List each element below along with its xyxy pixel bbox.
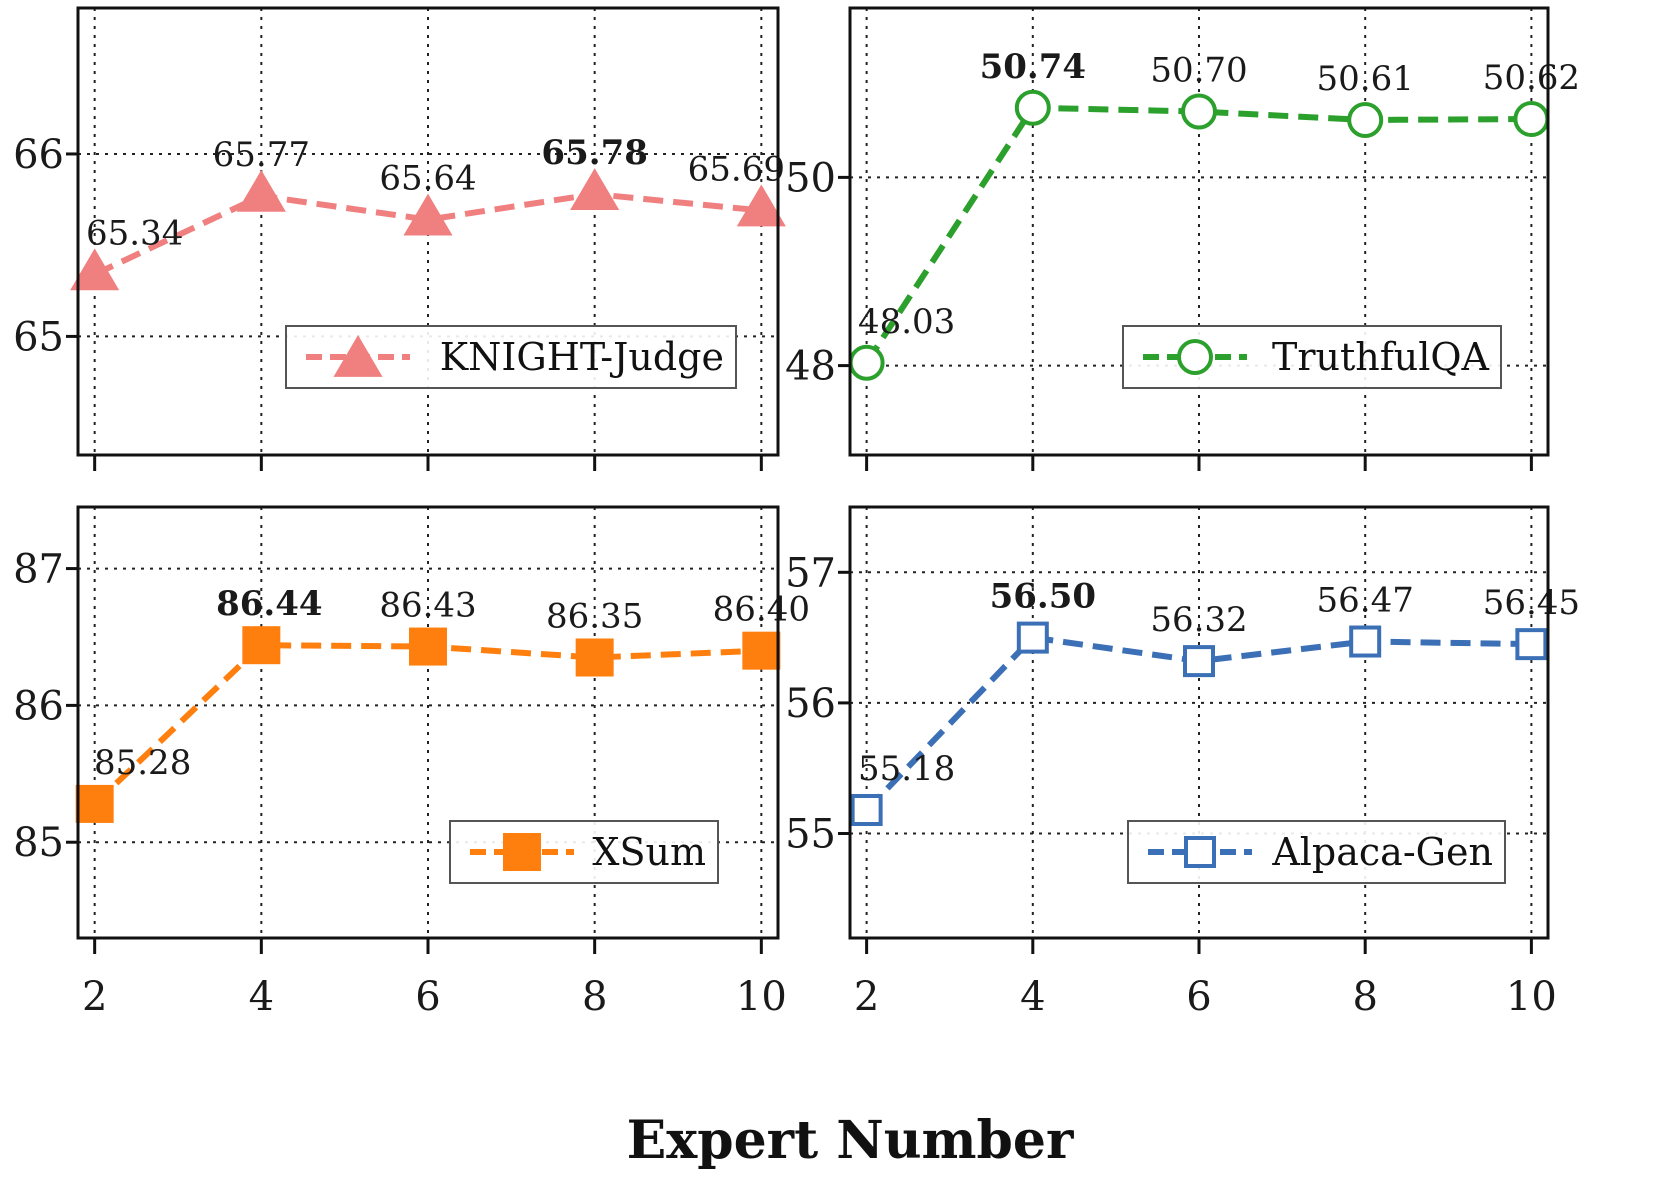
y-tick-label: 86 [13,683,64,729]
x-tick-label: 6 [1186,974,1211,1020]
data-label: 50.74 [980,47,1086,87]
data-point [236,169,286,212]
x-tick-label: 2 [854,974,879,1020]
series-line [93,191,762,278]
data-label: 50.62 [1483,58,1580,98]
legend-label: XSum [592,830,706,874]
data-label: 56.50 [990,577,1096,617]
legend-marker [1177,339,1213,375]
data-point [403,193,453,236]
legend-label: KNIGHT-Judge [440,335,724,379]
data-point [1181,93,1217,130]
subplot-alpaca-gen: 55 56 57 2 4 6 8 10 55.18 56.50 56.32 56.47 56.45 Alp… [785,505,1580,1020]
y-tick-label: 87 [13,547,64,593]
legend-label: TruthfulQA [1272,335,1490,379]
data-label: 48.03 [858,302,955,342]
data-label: 50.70 [1150,51,1247,91]
x-tick-label: 6 [415,974,440,1020]
data-label: 86.40 [713,590,810,630]
data-label: 55.18 [858,749,955,789]
data-point [242,626,281,665]
data-label: 56.47 [1317,581,1414,621]
x-tick-label: 8 [582,974,607,1020]
data-label: 86.44 [216,584,322,624]
data-label: 85.28 [94,743,191,783]
axes-frame [848,505,1550,940]
data-label: 56.45 [1483,583,1580,623]
data-label: 65.64 [379,159,476,199]
data-point [575,638,614,677]
legend-marker [333,335,383,377]
x-tick-label: 10 [1506,974,1557,1020]
x-tick-label: 2 [82,974,107,1020]
data-label: 65.78 [541,133,647,173]
y-tick-label: 48 [785,344,836,390]
x-tick-label: 4 [1020,974,1045,1020]
legend: Alpaca-Gen [1127,820,1506,884]
x-tick-label: 8 [1352,974,1377,1020]
data-point [1183,645,1215,678]
data-point [409,627,447,666]
legend: TruthfulQA [1122,325,1502,389]
data-point [742,631,781,670]
data-point [1349,625,1382,658]
data-point [75,784,114,823]
x-tick-label: 4 [249,974,274,1020]
axes-frame [848,6,1550,457]
subplot-truthfulqa: 48 50 48.03 50.74 50.70 50.61 50.62 TruthfulQA [785,6,1580,471]
axes-frame [76,6,780,457]
data-label: 86.43 [379,586,476,626]
data-point [70,248,120,291]
legend-label: Alpaca-Gen [1271,830,1493,874]
legend-marker [1184,836,1216,868]
data-point [736,184,786,227]
legend: XSum [449,820,719,884]
data-label: 50.61 [1317,59,1414,99]
legend: KNIGHT-Judge [285,325,737,389]
axes-frame [76,505,780,940]
series-line [864,104,1532,365]
data-point [1016,621,1049,654]
y-tick-label: 65 [13,314,64,360]
data-point [1515,628,1548,661]
data-label: 65.34 [86,213,183,253]
data-label: 65.69 [688,150,785,190]
data-point [850,794,883,827]
data-point [570,168,620,210]
legend-marker [503,833,541,871]
subplot-xsum: 85 86 87 2 4 6 8 10 85.28 86.44 86.43 86.35 86.40 XSu… [13,505,810,1020]
data-label: 65.77 [213,135,310,175]
y-tick-label: 85 [13,820,64,866]
y-tick-label: 55 [785,812,836,858]
subplot-knight-judge: 65 66 65.34 65.77 65.64 65.78 65.69 KNIGHT-Judg… [13,6,786,471]
data-point [848,344,885,381]
data-label: 56.32 [1150,600,1247,640]
data-label: 86.35 [546,597,643,637]
y-tick-label: 57 [785,550,836,596]
x-tick-label: 10 [736,974,787,1020]
data-point [1347,101,1384,138]
y-tick-label: 56 [785,681,836,727]
x-axis-label: Expert Number [627,1110,1074,1171]
data-point [1513,101,1550,138]
y-tick-label: 66 [13,132,64,178]
data-point [1014,89,1051,126]
y-tick-label: 50 [785,155,836,201]
